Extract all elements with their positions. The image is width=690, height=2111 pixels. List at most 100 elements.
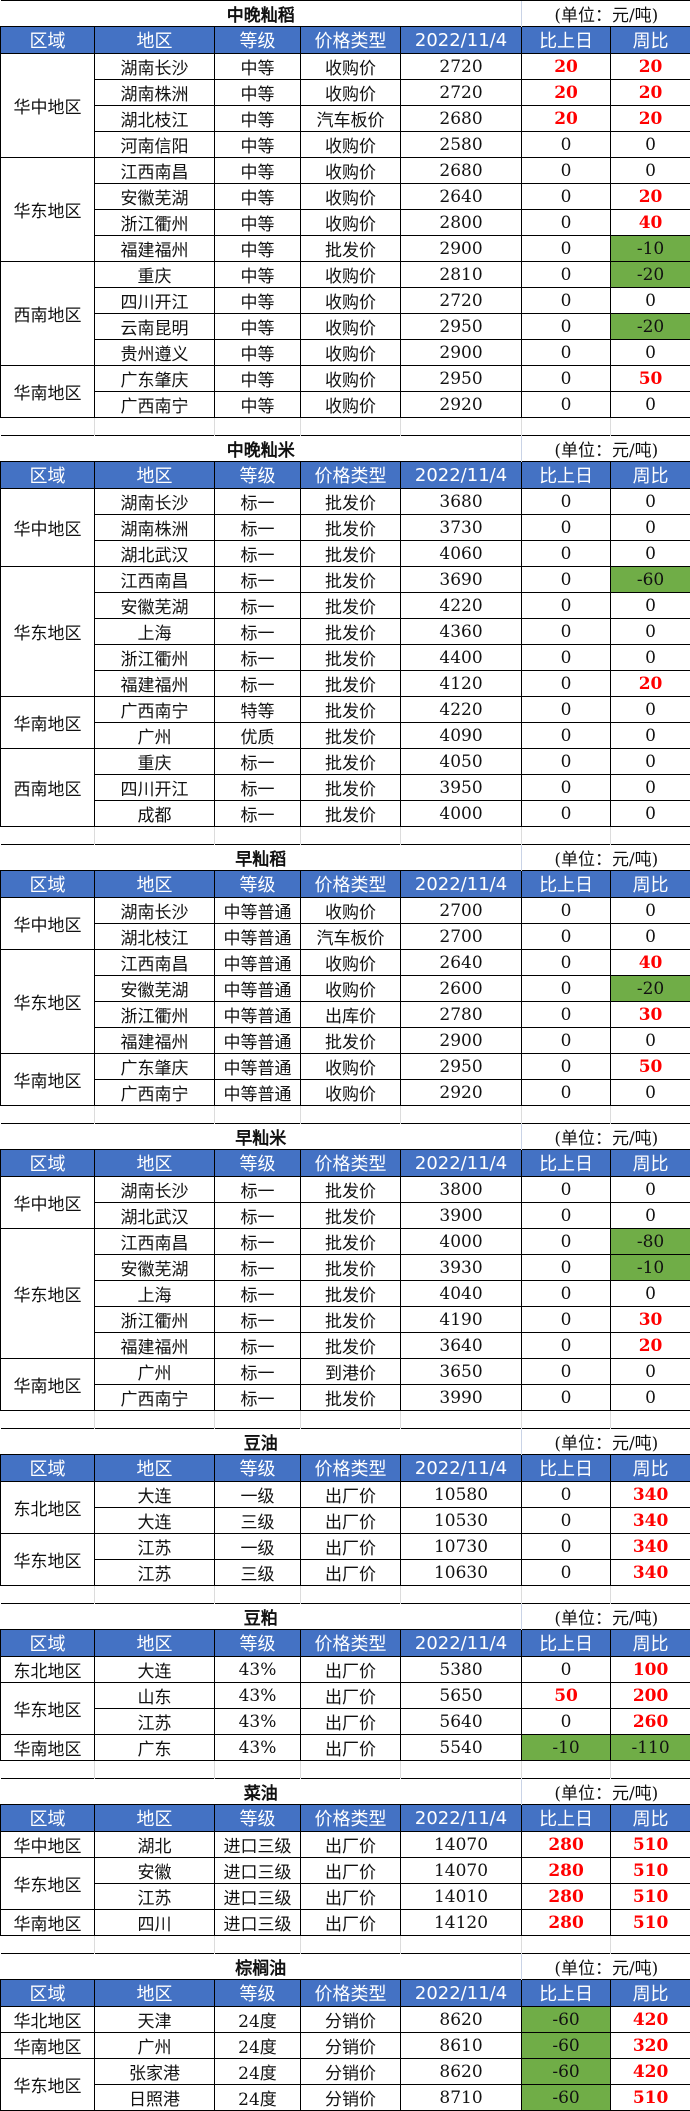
region-cell: 西南地区 xyxy=(1,262,95,366)
day-change-cell: 0 xyxy=(522,515,611,541)
price-cell: 10530 xyxy=(401,1508,522,1534)
column-header-price-type: 价格类型 xyxy=(301,871,401,898)
table-title: 菜油 xyxy=(1,1779,522,1805)
column-header-price-type: 价格类型 xyxy=(301,1630,401,1657)
empty-cell xyxy=(215,1586,301,1604)
area-cell: 江苏 xyxy=(95,1709,215,1735)
grade-cell: 标一 xyxy=(215,1229,301,1255)
week-change-cell: -20 xyxy=(611,262,690,288)
price-cell: 4190 xyxy=(401,1307,522,1333)
grade-cell: 标一 xyxy=(215,515,301,541)
column-header-area: 地区 xyxy=(95,1455,215,1482)
grade-cell: 进口三级 xyxy=(215,1858,301,1884)
area-cell: 安徽芜湖 xyxy=(95,184,215,210)
price-cell: 3930 xyxy=(401,1255,522,1281)
area-cell: 安徽芜湖 xyxy=(95,976,215,1002)
week-change-cell: 20 xyxy=(611,54,690,80)
column-header-region: 区域 xyxy=(1,871,95,898)
price-type-cell: 收购价 xyxy=(301,976,401,1002)
empty-cell xyxy=(215,1936,301,1954)
week-change-cell: 0 xyxy=(611,340,690,366)
price-type-cell: 收购价 xyxy=(301,54,401,80)
grade-cell: 中等 xyxy=(215,314,301,340)
grade-cell: 中等普通 xyxy=(215,950,301,976)
price-cell: 14070 xyxy=(401,1858,522,1884)
price-type-cell: 批发价 xyxy=(301,1255,401,1281)
column-header-region: 区域 xyxy=(1,462,95,489)
week-change-cell: 0 xyxy=(611,593,690,619)
day-change-cell: 20 xyxy=(522,54,611,80)
area-cell: 福建福州 xyxy=(95,1028,215,1054)
price-cell: 2950 xyxy=(401,314,522,340)
price-cell: 3650 xyxy=(401,1359,522,1385)
grade-cell: 中等 xyxy=(215,392,301,418)
price-cell: 14010 xyxy=(401,1884,522,1910)
grade-cell: 标一 xyxy=(215,775,301,801)
column-header-area: 地区 xyxy=(95,1150,215,1177)
day-change-cell: 0 xyxy=(522,775,611,801)
week-change-cell: 30 xyxy=(611,1002,690,1028)
week-change-cell: -10 xyxy=(611,1255,690,1281)
day-change-cell: 0 xyxy=(522,1028,611,1054)
grade-cell: 43% xyxy=(215,1709,301,1735)
area-cell: 上海 xyxy=(95,619,215,645)
price-cell: 4400 xyxy=(401,645,522,671)
grade-cell: 中等 xyxy=(215,80,301,106)
region-cell: 华东地区 xyxy=(1,1858,95,1910)
empty-cell xyxy=(95,418,215,436)
price-type-cell: 出厂价 xyxy=(301,1534,401,1560)
column-header-price: 2022/11/4 xyxy=(401,1455,522,1482)
day-change-cell: 0 xyxy=(522,619,611,645)
price-type-cell: 批发价 xyxy=(301,593,401,619)
region-cell: 华南地区 xyxy=(1,697,95,749)
empty-cell xyxy=(1,1761,95,1779)
area-cell: 江西南昌 xyxy=(95,567,215,593)
grade-cell: 标一 xyxy=(215,1333,301,1359)
price-cell: 2900 xyxy=(401,1028,522,1054)
price-cell: 4220 xyxy=(401,697,522,723)
empty-cell xyxy=(301,1106,401,1124)
column-header-price-type: 价格类型 xyxy=(301,27,401,54)
grade-cell: 24度 xyxy=(215,2085,301,2111)
area-cell: 浙江衢州 xyxy=(95,1307,215,1333)
area-cell: 福建福州 xyxy=(95,1333,215,1359)
grade-cell: 标一 xyxy=(215,1255,301,1281)
column-header-week-change: 周比 xyxy=(611,27,690,54)
area-cell: 福建福州 xyxy=(95,236,215,262)
price-cell: 3900 xyxy=(401,1203,522,1229)
empty-cell xyxy=(401,1411,522,1429)
day-change-cell: 0 xyxy=(522,1333,611,1359)
price-type-cell: 出厂价 xyxy=(301,1482,401,1508)
region-cell: 华中地区 xyxy=(1,54,95,158)
price-cell: 2920 xyxy=(401,1080,522,1106)
grade-cell: 24度 xyxy=(215,2059,301,2085)
week-change-cell: 20 xyxy=(611,671,690,697)
column-header-grade: 等级 xyxy=(215,1630,301,1657)
price-type-cell: 批发价 xyxy=(301,801,401,827)
price-type-cell: 汽车板价 xyxy=(301,924,401,950)
price-cell: 3640 xyxy=(401,1333,522,1359)
grade-cell: 标一 xyxy=(215,671,301,697)
day-change-cell: -10 xyxy=(522,1735,611,1761)
price-type-cell: 批发价 xyxy=(301,1385,401,1411)
price-cell: 5540 xyxy=(401,1735,522,1761)
price-cell: 3730 xyxy=(401,515,522,541)
day-change-cell: 0 xyxy=(522,1177,611,1203)
